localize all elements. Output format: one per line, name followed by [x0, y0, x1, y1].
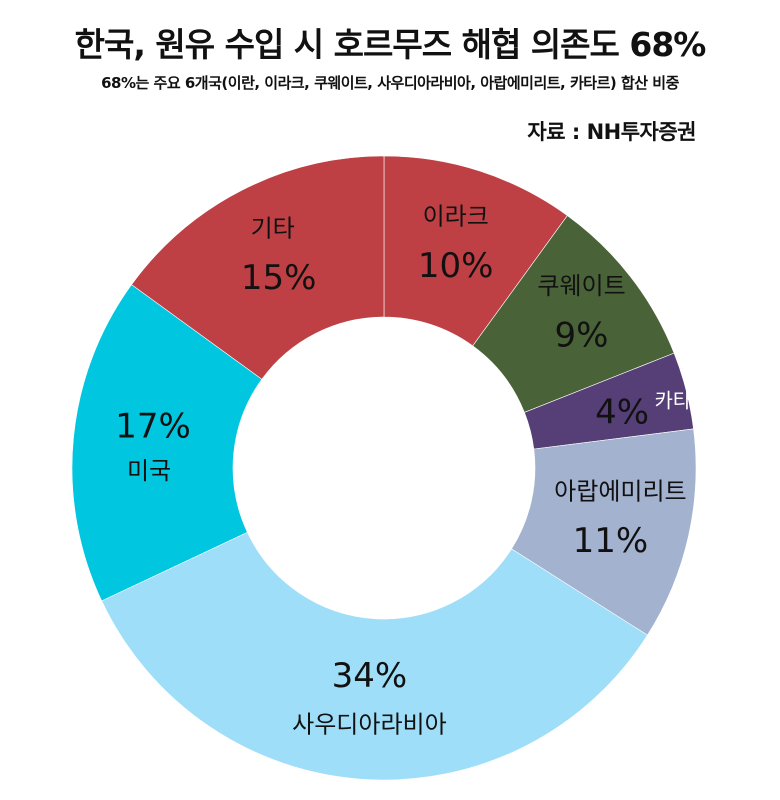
- slice-label-2: 카타르: [655, 388, 710, 412]
- slice-value-3: 11%: [573, 521, 649, 561]
- slice-6: [131, 155, 385, 380]
- slice-value-6: 15%: [241, 258, 317, 298]
- slice-label-4: 사우디아라비아: [292, 711, 447, 739]
- slice-value-0: 10%: [418, 246, 494, 286]
- slice-label-5: 미국: [127, 457, 171, 485]
- slice-4: [101, 531, 648, 781]
- chart-subtitle: 68%는 주요 6개국(이란, 이라크, 쿠웨이트, 사우디아라비아, 아랍에미…: [101, 74, 679, 92]
- donut-slices: [71, 155, 697, 781]
- slice-value-1: 9%: [555, 315, 609, 355]
- slice-label-1: 쿠웨이트: [537, 272, 625, 300]
- slice-value-5: 17%: [115, 407, 191, 447]
- source-note: 자료 : NH투자증권: [527, 120, 696, 144]
- slice-label-6: 기타: [251, 214, 295, 242]
- slice-5: [71, 284, 263, 602]
- slice-value-4: 34%: [332, 656, 408, 696]
- slice-label-3: 아랍에미리트: [554, 478, 686, 506]
- chart-title: 한국, 원유 수입 시 호르무즈 해협 의존도 68%: [74, 25, 707, 64]
- slice-value-2: 4%: [595, 392, 649, 432]
- slice-label-0: 이라크: [423, 202, 489, 230]
